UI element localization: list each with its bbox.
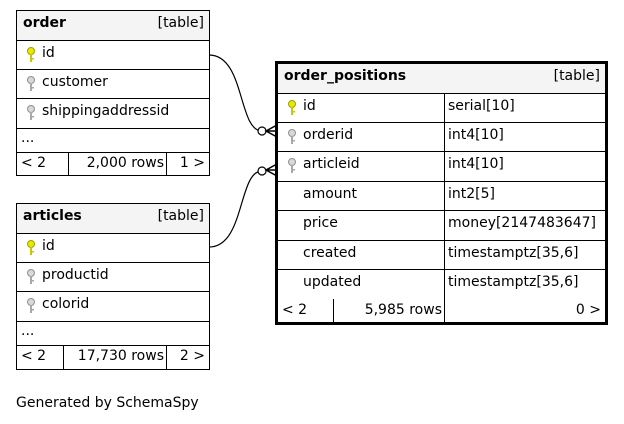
column-name: productid (42, 267, 109, 283)
foreign-key-icon (288, 129, 296, 144)
column-name: price (303, 215, 338, 231)
footer-divider (166, 345, 167, 369)
column-row[interactable]: id serial[10] (278, 93, 605, 123)
table-name: order (23, 15, 66, 31)
column-row[interactable]: colorid (17, 291, 209, 322)
footer-row-count: 17,730 rows (77, 348, 164, 364)
table-footer: < 2 2,000 rows 1 > (17, 152, 209, 175)
column-row[interactable]: productid (17, 262, 209, 292)
foreign-key-icon (27, 269, 35, 284)
more-columns-row: ... (17, 128, 209, 153)
column-type: timestamptz[35,6] (448, 274, 579, 290)
primary-key-icon (288, 100, 296, 115)
table-kind: [table] (157, 15, 204, 31)
table-order-positions[interactable]: order_positions [table] id serial[10] or… (275, 61, 608, 325)
column-type: timestamptz[35,6] (448, 245, 579, 261)
column-name: articleid (303, 156, 360, 172)
column-name: id (42, 238, 55, 254)
more-columns-row: ... (17, 321, 209, 346)
column-type: int4[10] (448, 127, 504, 143)
column-name: orderid (303, 127, 354, 143)
column-name: shippingaddressid (42, 103, 170, 119)
table-header: order_positions [table] (278, 64, 605, 94)
column-name: customer (42, 74, 108, 90)
column-type: int4[10] (448, 156, 504, 172)
column-name: colorid (42, 296, 90, 312)
column-row[interactable]: created timestamptz[35,6] (278, 240, 605, 270)
column-name: amount (303, 186, 358, 202)
column-name: created (303, 245, 357, 261)
table-kind: [table] (553, 68, 600, 84)
primary-key-icon (27, 240, 35, 255)
column-type: money[2147483647] (448, 215, 596, 231)
footer-row-count: 2,000 rows (86, 155, 164, 171)
column-type: serial[10] (448, 98, 515, 114)
column-name: id (42, 45, 55, 61)
column-name: updated (303, 274, 362, 290)
table-footer: < 2 5,985 rows 0 > (278, 299, 605, 322)
column-name: id (303, 98, 316, 114)
table-header: articles [table] (17, 204, 209, 234)
ellipsis: ... (21, 130, 35, 146)
footer-divider (63, 345, 64, 369)
link-articles-to-order-positions (208, 170, 263, 248)
column-row[interactable]: id (17, 233, 209, 263)
column-row[interactable]: articleid int4[10] (278, 151, 605, 182)
footer-divider (444, 299, 445, 322)
table-footer: < 2 17,730 rows 2 > (17, 345, 209, 369)
table-name: order_positions (284, 68, 407, 84)
table-header: order [table] (17, 11, 209, 41)
column-type: int2[5] (448, 186, 495, 202)
column-row[interactable]: customer (17, 69, 209, 99)
footer-next: 1 > (179, 155, 205, 171)
type-column-divider (444, 93, 445, 322)
foreign-key-icon (27, 298, 35, 313)
ellipsis: ... (21, 323, 35, 339)
link-articles-optional-marker (257, 166, 267, 176)
foreign-key-icon (27, 76, 35, 91)
footer-divider (166, 152, 167, 175)
footer-divider (68, 152, 69, 175)
footer-row-count: 5,985 rows (364, 302, 442, 318)
foreign-key-icon (27, 105, 35, 120)
column-row[interactable]: amount int2[5] (278, 181, 605, 211)
footer-next: 0 > (575, 302, 601, 318)
column-row[interactable]: price money[2147483647] (278, 210, 605, 241)
generator-credit: Generated by SchemaSpy (16, 395, 199, 411)
footer-prev: < 2 (282, 302, 308, 318)
primary-key-icon (27, 47, 35, 62)
table-kind: [table] (157, 208, 204, 224)
column-row[interactable]: updated timestamptz[35,6] (278, 269, 605, 300)
column-row[interactable]: shippingaddressid (17, 98, 209, 129)
foreign-key-icon (288, 158, 296, 173)
table-articles[interactable]: articles [table] id productid colorid ..… (16, 203, 210, 370)
footer-prev: < 2 (21, 348, 47, 364)
column-row[interactable]: orderid int4[10] (278, 122, 605, 152)
table-order[interactable]: order [table] id customer shippingaddres… (16, 10, 210, 176)
footer-next: 2 > (179, 348, 205, 364)
footer-divider (333, 299, 334, 322)
column-row[interactable]: id (17, 40, 209, 70)
footer-prev: < 2 (21, 155, 47, 171)
table-name: articles (23, 208, 82, 224)
link-order-to-order-positions (208, 54, 263, 132)
